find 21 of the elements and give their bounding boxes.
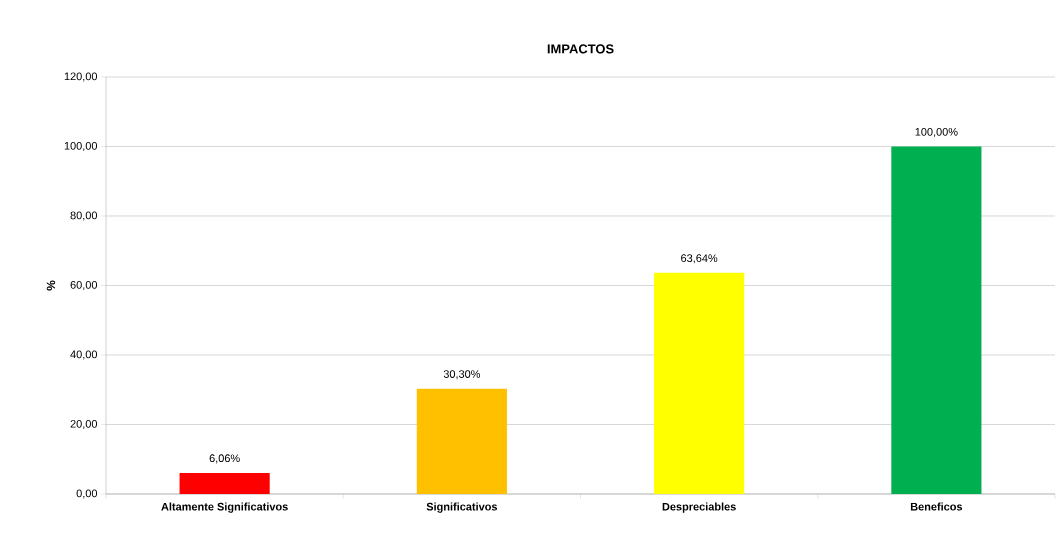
y-tick-label: 100,00 [64,141,98,152]
x-tick-label: Altamente Significativos [161,502,288,513]
data-label: 63,64% [681,254,718,264]
data-label: 6,06% [209,454,240,464]
y-tick-label: 20,00 [70,419,98,430]
y-tick-label: 0,00 [76,489,98,499]
y-axis-title: % [46,280,56,291]
bar [654,272,745,494]
data-label: 100,00% [915,127,958,137]
bar [416,388,507,494]
x-tick-label: Despreciables [662,502,736,513]
chart-title: IMPACTOS [547,44,614,54]
x-tick-label: Significativos [426,502,498,513]
y-tick-label: 60,00 [70,280,98,291]
x-tick-label: Beneficos [910,502,963,511]
y-tick-label: 80,00 [70,211,98,221]
y-tick-label: 40,00 [70,350,98,360]
data-label: 30,30% [443,370,481,380]
bar [891,146,982,494]
bar [179,472,270,494]
y-tick-label: 120,00 [64,72,98,82]
